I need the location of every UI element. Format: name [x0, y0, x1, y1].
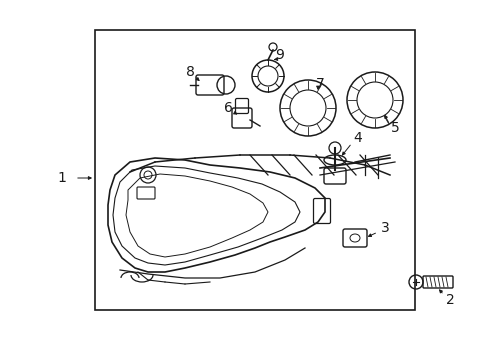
Text: 5: 5: [390, 121, 399, 135]
Text: 2: 2: [445, 293, 453, 307]
Text: 8: 8: [185, 65, 194, 79]
Text: 4: 4: [353, 131, 362, 145]
Text: 9: 9: [275, 48, 284, 62]
Text: 1: 1: [58, 171, 66, 185]
Text: 6: 6: [223, 101, 232, 115]
Text: 3: 3: [380, 221, 388, 235]
Bar: [95, 30, 414, 310]
Text: 7: 7: [315, 77, 324, 91]
